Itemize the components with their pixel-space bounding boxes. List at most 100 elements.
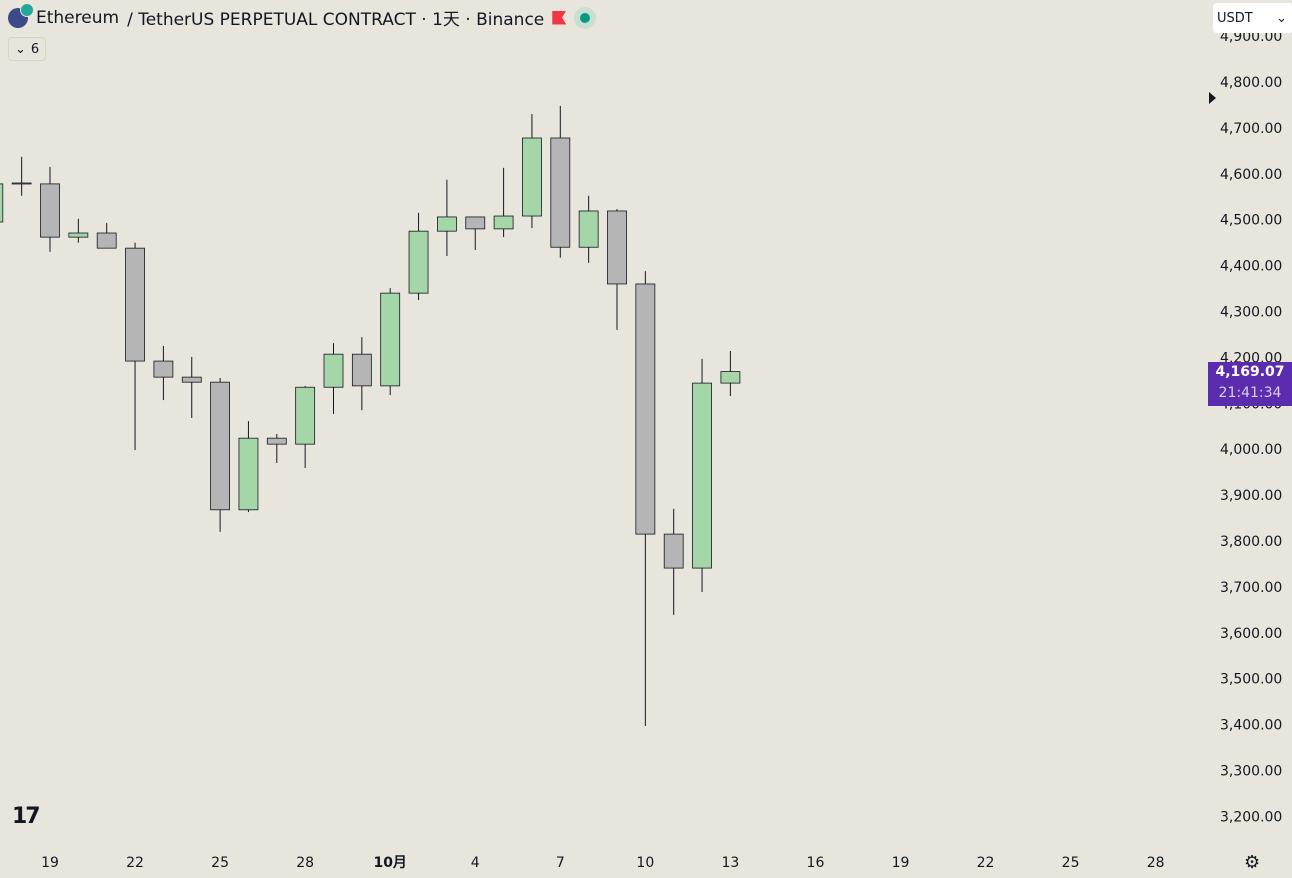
candle[interactable] xyxy=(436,179,457,256)
date-tick-label: 10月 xyxy=(373,855,406,871)
price-tick-label: 4,700.00 xyxy=(1220,121,1282,137)
candle-body xyxy=(210,381,231,511)
candle-body xyxy=(266,437,287,445)
candle[interactable] xyxy=(578,195,599,263)
price-tick-label: 4,400.00 xyxy=(1220,259,1282,275)
price-tick-label: 4,500.00 xyxy=(1220,213,1282,229)
time-axis[interactable]: 19 22 25 28 10月 4 7 10 13 16 19 22 25 28 xyxy=(41,855,1164,871)
date-tick-label: 22 xyxy=(977,855,995,871)
scroll-marker-icon xyxy=(1209,92,1216,104)
price-tick-label: 3,900.00 xyxy=(1220,488,1282,504)
symbol-description: / TetherUS PERPETUAL CONTRACT · 1天 · Bin… xyxy=(127,10,545,30)
candle[interactable] xyxy=(181,356,202,418)
candle-body xyxy=(11,182,32,185)
date-tick-label: 28 xyxy=(1147,855,1165,871)
candle[interactable] xyxy=(125,242,145,451)
candle[interactable] xyxy=(522,114,542,228)
candle[interactable] xyxy=(266,434,287,463)
candle[interactable] xyxy=(550,105,571,258)
candle-body xyxy=(181,376,202,383)
price-tick-label: 3,300.00 xyxy=(1220,764,1282,780)
settings-icon[interactable]: ⚙ xyxy=(1244,852,1261,873)
candle[interactable] xyxy=(40,166,60,252)
chart-header: Ethereum / TetherUS PERPETUAL CONTRACT ·… xyxy=(8,2,597,30)
currency-select[interactable]: USDT ⌄ xyxy=(1213,3,1292,33)
candle[interactable] xyxy=(238,421,259,513)
price-tick-label: 4,800.00 xyxy=(1220,75,1282,91)
ethereum-logo-icon xyxy=(8,2,34,28)
candle[interactable] xyxy=(210,378,231,532)
candle[interactable] xyxy=(153,345,174,401)
candle[interactable] xyxy=(493,167,514,238)
last-price-label: 4,169.07 21:41:34 xyxy=(1208,362,1292,406)
candle[interactable] xyxy=(68,218,89,243)
candle-body xyxy=(635,283,656,535)
candle-body xyxy=(465,216,486,230)
candle[interactable] xyxy=(96,222,117,249)
date-tick-label: 25 xyxy=(211,855,229,871)
tradingview-logo[interactable]: 17 xyxy=(12,804,41,829)
price-tick-label: 3,200.00 xyxy=(1220,809,1282,825)
price-tick-label: 4,900.00 xyxy=(1220,29,1282,45)
currency-value: USDT xyxy=(1217,10,1253,26)
candle-body xyxy=(295,386,316,445)
candle-body xyxy=(68,232,89,238)
candle[interactable] xyxy=(465,216,486,250)
candle[interactable] xyxy=(720,350,741,396)
date-tick-label: 16 xyxy=(807,855,825,871)
date-tick-label: 10 xyxy=(636,855,654,871)
symbol-name[interactable]: Ethereum xyxy=(36,7,120,28)
candle-body xyxy=(0,183,4,223)
price-tick-label: 3,600.00 xyxy=(1220,626,1282,642)
price-tick-label: 3,800.00 xyxy=(1220,534,1282,550)
candle[interactable] xyxy=(295,385,316,469)
price-tick-label: 3,500.00 xyxy=(1220,672,1282,688)
candle-body xyxy=(125,247,145,362)
last-price: 4,169.07 xyxy=(1215,364,1285,380)
candle[interactable] xyxy=(607,209,627,330)
candle[interactable] xyxy=(408,212,429,301)
candle-body xyxy=(40,183,60,238)
candle[interactable] xyxy=(663,508,684,615)
candle-body xyxy=(578,210,599,248)
candle[interactable] xyxy=(635,271,656,726)
candle-body xyxy=(493,215,514,230)
candle[interactable] xyxy=(692,358,712,592)
candle-body xyxy=(351,353,372,387)
bar-countdown: 21:41:34 xyxy=(1218,385,1282,401)
candle-body xyxy=(153,360,174,378)
candle-body xyxy=(380,292,401,387)
date-tick-label: 19 xyxy=(892,855,910,871)
date-tick-label: 4 xyxy=(471,855,480,871)
flag-icon[interactable] xyxy=(552,10,567,25)
chevron-down-icon: ⌄ xyxy=(1276,10,1287,26)
date-tick-label: 7 xyxy=(556,855,565,871)
date-tick-label: 28 xyxy=(296,855,314,871)
price-axis[interactable]: 3,200.00 3,300.00 3,400.00 3,500.00 3,600.00… xyxy=(1220,29,1282,825)
indicators-toggle-button[interactable]: ⌄ 6 xyxy=(8,37,47,61)
price-tick-label: 4,300.00 xyxy=(1220,305,1282,321)
candle-body xyxy=(550,137,571,248)
candle-body xyxy=(663,533,684,569)
chevron-down-icon: ⌄ xyxy=(15,41,26,57)
candle[interactable] xyxy=(11,156,32,196)
candle[interactable] xyxy=(380,288,401,396)
candle-body xyxy=(607,210,627,285)
indicators-count: 6 xyxy=(30,41,40,57)
price-tick-label: 3,700.00 xyxy=(1220,580,1282,596)
candle[interactable] xyxy=(351,337,372,411)
candle-body xyxy=(323,353,344,388)
candle-body xyxy=(408,230,429,294)
date-tick-label: 25 xyxy=(1062,855,1080,871)
market-status-icon[interactable] xyxy=(574,6,597,29)
candle-body xyxy=(692,382,712,569)
candle[interactable] xyxy=(323,343,344,414)
candle[interactable] xyxy=(0,178,4,224)
candle-body xyxy=(720,371,741,384)
price-tick-label: 4,000.00 xyxy=(1220,442,1282,458)
candle-body xyxy=(436,216,457,232)
price-tick-label: 3,400.00 xyxy=(1220,718,1282,734)
date-tick-label: 22 xyxy=(126,855,144,871)
date-tick-label: 13 xyxy=(721,855,739,871)
